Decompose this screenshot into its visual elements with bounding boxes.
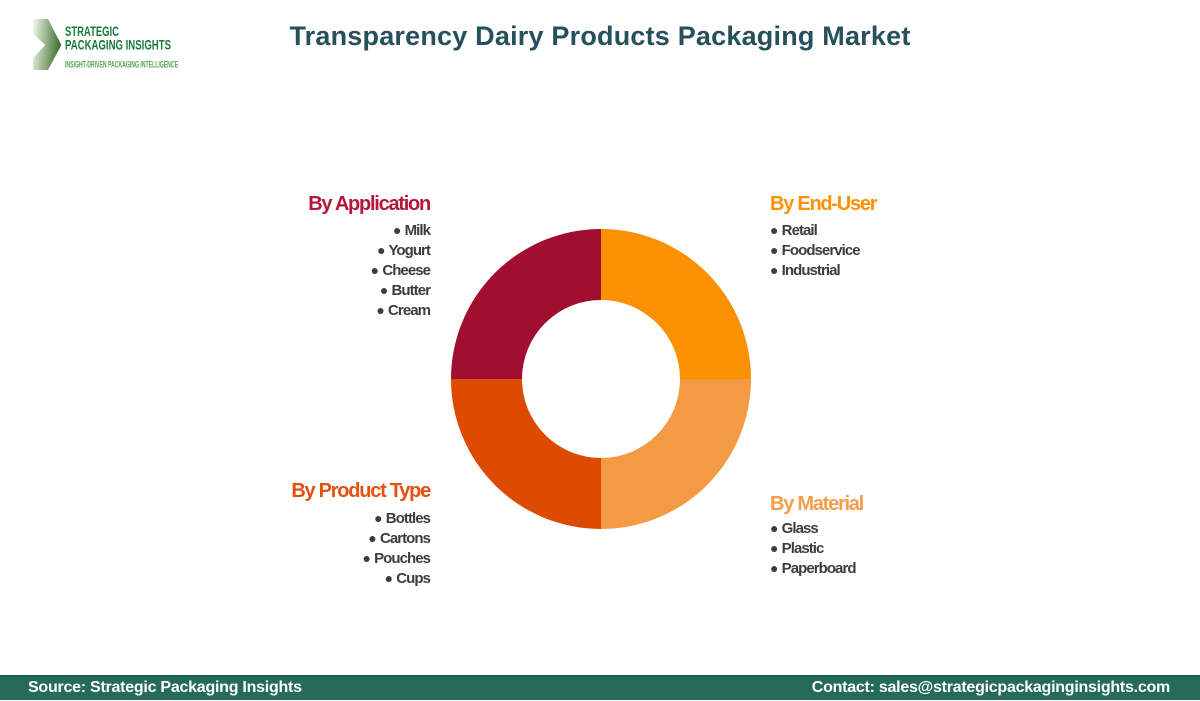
svg-text:INSIGHT-DRIVEN PACKAGING INTEL: INSIGHT-DRIVEN PACKAGING INTELLIGENCE <box>65 60 178 70</box>
svg-text:PACKAGING INSIGHTS: PACKAGING INSIGHTS <box>65 36 171 52</box>
svg-text:STRATEGIC: STRATEGIC <box>65 23 119 39</box>
